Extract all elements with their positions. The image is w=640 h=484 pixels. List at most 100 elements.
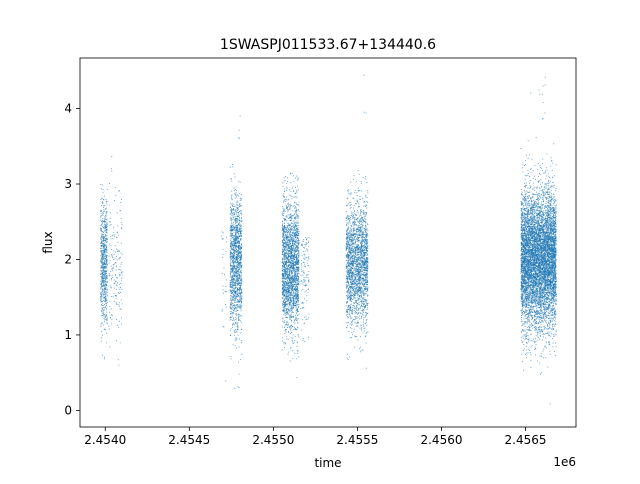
data-point: [103, 358, 105, 360]
data-point: [304, 247, 305, 249]
data-point: [233, 240, 235, 242]
data-point: [231, 215, 233, 217]
data-point: [103, 295, 105, 297]
data-point: [307, 281, 309, 283]
data-point: [282, 301, 284, 303]
data-point: [289, 307, 291, 309]
data-point: [291, 310, 293, 312]
data-point: [230, 232, 232, 234]
data-point: [105, 298, 107, 300]
data-point: [233, 267, 235, 269]
data-point: [239, 274, 241, 276]
data-point: [232, 234, 234, 236]
data-point: [295, 210, 297, 212]
data-point: [292, 316, 294, 318]
data-point: [289, 310, 291, 312]
data-point: [238, 137, 240, 139]
data-point: [239, 293, 241, 295]
data-point: [295, 301, 297, 303]
data-point: [118, 190, 120, 192]
data-point: [285, 237, 287, 239]
data-point: [234, 275, 236, 277]
data-point: [287, 301, 289, 303]
data-point: [295, 207, 297, 208]
data-point: [305, 242, 307, 243]
data-point: [288, 251, 289, 253]
data-point: [230, 247, 232, 249]
data-point: [101, 250, 103, 252]
data-point: [291, 275, 293, 277]
data-point: [287, 239, 289, 241]
data-point: [286, 328, 287, 330]
data-point: [106, 265, 108, 267]
data-point: [295, 318, 297, 320]
data-point: [289, 260, 291, 262]
data-point: [306, 290, 308, 292]
data-point: [231, 246, 233, 248]
data-point: [232, 290, 233, 292]
data-point: [105, 266, 107, 267]
data-point: [115, 284, 117, 286]
data-point: [233, 267, 235, 268]
data-point: [236, 241, 238, 243]
data-point: [283, 250, 284, 252]
data-point: [230, 234, 232, 236]
data-point: [297, 333, 299, 335]
data-point: [238, 253, 240, 255]
data-point: [230, 289, 232, 291]
data-point: [304, 317, 306, 318]
data-point: [286, 338, 288, 340]
data-point: [237, 259, 239, 261]
data-point: [106, 202, 108, 204]
data-point: [102, 252, 104, 254]
data-point: [296, 228, 298, 230]
data-point: [239, 338, 241, 340]
data-point: [235, 323, 237, 325]
data-point: [240, 279, 242, 281]
data-point: [102, 231, 104, 233]
data-point: [234, 281, 235, 283]
data-point: [111, 314, 113, 316]
data-point: [230, 292, 232, 294]
data-point: [239, 304, 241, 306]
data-point: [287, 276, 289, 278]
data-point: [239, 277, 241, 279]
data-point: [288, 269, 290, 271]
data-point: [281, 267, 283, 269]
data-point: [110, 168, 112, 170]
data-point: [291, 293, 293, 295]
data-point: [236, 323, 238, 325]
data-point: [302, 270, 304, 272]
data-point: [104, 297, 106, 299]
data-point: [295, 307, 297, 308]
data-point: [284, 284, 286, 285]
data-point: [287, 202, 289, 204]
data-point: [285, 225, 287, 227]
data-point: [284, 307, 286, 309]
data-point: [287, 204, 289, 206]
data-point: [285, 269, 287, 271]
data-point: [294, 278, 296, 280]
data-point: [283, 271, 285, 273]
data-point: [100, 276, 102, 278]
data-point: [288, 288, 290, 290]
data-point: [105, 255, 107, 257]
data-point: [238, 234, 240, 236]
data-point: [283, 237, 285, 239]
data-point: [232, 217, 234, 219]
data-point: [241, 342, 243, 344]
data-point: [297, 247, 299, 249]
data-point: [282, 273, 284, 275]
data-point: [287, 246, 289, 247]
data-point: [111, 249, 113, 251]
data-point: [351, 337, 352, 339]
data-point: [102, 256, 104, 257]
data-point: [293, 250, 295, 252]
data-point: [304, 280, 306, 281]
data-point: [289, 231, 291, 233]
data-point: [286, 295, 288, 297]
data-point: [285, 322, 287, 324]
data-point: [285, 231, 287, 233]
data-point: [102, 273, 103, 275]
data-point: [239, 282, 240, 284]
